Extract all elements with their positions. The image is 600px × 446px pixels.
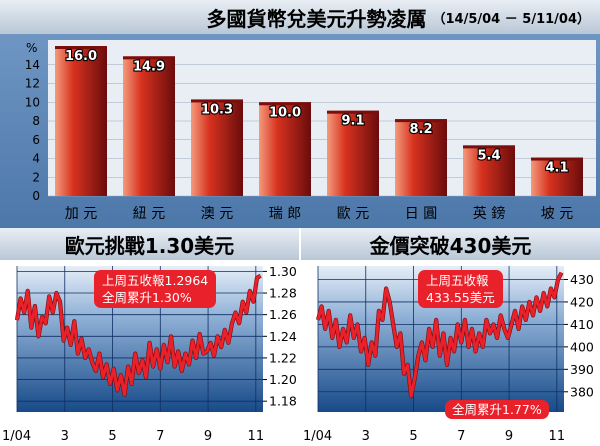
bar-category-label: 加 元	[65, 206, 97, 222]
gold-y-ticks: 380 390 400 410 420 430	[564, 272, 594, 399]
gold-x-tick-label: 3	[362, 429, 370, 444]
bar	[259, 102, 311, 196]
bar-chart: 0 2 4 6 8 10 12 14 % 16.0 14.9 10.3 10.0 9.1 8.2 5.4 4…	[0, 34, 600, 228]
bar-value-label: 9.1	[341, 114, 364, 129]
bar	[327, 110, 379, 196]
gold-annotation-week: 全周累升1.77%	[445, 400, 549, 419]
bar-top-edge	[327, 110, 379, 114]
bar-value-label: 4.1	[545, 161, 568, 176]
bar-value-label: 8.2	[409, 122, 432, 137]
euro-series-line	[15, 274, 262, 397]
bar-value-label: 5.4	[477, 148, 500, 163]
gold-x-tick-label: 5	[409, 429, 417, 444]
gold-x-tick-label: 7	[457, 429, 465, 444]
bar-group: 9.1	[327, 110, 379, 196]
bar-category-label: 紐 元	[133, 206, 165, 222]
euro-annotation: 上周五收報1.2964 全周累升1.30%	[94, 270, 217, 308]
bar-top-edge	[395, 119, 447, 123]
euro-y-tick-label: 1.26	[269, 307, 297, 322]
bar-value-label: 10.0	[269, 105, 301, 120]
bar-y-tick-label: 4	[32, 152, 40, 166]
gold-annotation: 上周五收報 433.55美元	[418, 270, 503, 308]
bar-category-label: 歐 元	[337, 206, 369, 222]
bar-top-edge	[463, 145, 515, 149]
euro-chart-title-bar: 歐元挑戰1.30美元	[0, 228, 299, 260]
bar-top-edge	[55, 46, 107, 49]
bar-value-label: 14.9	[133, 59, 165, 74]
euro-y-tick-label: 1.20	[269, 372, 297, 387]
euro-y-tick-label: 1.18	[269, 394, 297, 409]
euro-annotation-week: 全周累升1.30%	[102, 290, 192, 305]
bar-group: 4.1	[531, 157, 583, 196]
bar-y-tick-label: 8	[32, 114, 40, 128]
bar	[463, 145, 515, 196]
top-chart-title: 多國貨幣兌美元升勢凌厲	[206, 6, 427, 31]
euro-chart-title: 歐元挑戰1.30美元	[64, 233, 235, 258]
bar-group: 10.0	[259, 102, 311, 196]
euro-x-tick-label: 11	[248, 429, 265, 444]
bar-top-edge	[531, 157, 583, 161]
bar-y-tick-label: 0	[32, 189, 40, 203]
gold-chart-title: 金價突破430美元	[369, 233, 532, 258]
gold-y-tick-label: 390	[570, 362, 594, 377]
gold-x-tick-label: 9	[505, 429, 513, 444]
bar-y-tick-label: 6	[32, 133, 40, 147]
top-chart-period: （14/5/04 － 5/11/04）	[432, 11, 591, 27]
bar-series: 16.0 14.9 10.3 10.0 9.1 8.2 5.4 4.1	[55, 46, 583, 196]
euro-x-tick-label: 5	[108, 429, 116, 444]
bar	[531, 157, 583, 196]
bar-top-edge	[123, 56, 175, 60]
gold-y-tick-label: 430	[570, 272, 594, 287]
bar-value-label: 16.0	[65, 49, 97, 64]
bar-y-ticks: 0 2 4 6 8 10 12 14	[25, 58, 40, 203]
bar-y-tick-label: 12	[25, 77, 40, 91]
bar-category-label: 坡 元	[541, 206, 573, 222]
gold-x-tick-label: 1/04	[303, 429, 332, 444]
bar-group: 8.2	[395, 119, 447, 196]
euro-y-tick-label: 1.22	[269, 350, 297, 365]
bar-x-labels: 加 元紐 元澳 元瑞 郎歐 元日 圓英 鎊坡 元	[65, 205, 573, 222]
euro-y-ticks: 1.18 1.20 1.22 1.24 1.26 1.28 1.30	[263, 264, 297, 409]
bar-y-unit-label: %	[26, 41, 37, 55]
euro-line-chart: 1.18 1.20 1.22 1.24 1.26 1.28 1.30 1/04 3 5 7 9 11	[0, 260, 299, 446]
gold-chart-title-bar: 金價突破430美元	[301, 228, 600, 260]
bar-category-label: 澳 元	[201, 206, 233, 222]
bar	[395, 119, 447, 196]
euro-x-tick-label: 3	[61, 429, 69, 444]
gold-annotation-price: 433.55美元	[426, 290, 495, 305]
euro-y-tick-label: 1.28	[269, 286, 297, 301]
bar-category-label: 日 圓	[405, 206, 437, 222]
gold-annotation-close: 上周五收報	[426, 273, 489, 288]
gold-x-ticks: 1/04 3 5 7 9 11	[303, 429, 565, 444]
bar-category-label: 瑞 郎	[269, 206, 301, 222]
euro-x-ticks: 1/04 3 5 7 9 11	[2, 429, 264, 444]
gold-x-tick-label: 11	[549, 429, 566, 444]
euro-annotation-close: 上周五收報1.2964	[102, 273, 209, 288]
bar-group: 16.0	[55, 46, 107, 196]
bar-group: 5.4	[463, 145, 515, 196]
euro-x-tick-label: 1/04	[2, 429, 31, 444]
gold-y-tick-label: 420	[570, 294, 594, 309]
bar-group: 10.3	[191, 99, 243, 196]
bar-y-tick-label: 10	[25, 95, 40, 109]
bar-category-label: 英 鎊	[473, 205, 505, 222]
gold-y-tick-label: 400	[570, 339, 594, 354]
top-chart-title-bar: 多國貨幣兌美元升勢凌厲 （14/5/04 － 5/11/04）	[0, 0, 600, 34]
bar	[191, 99, 243, 196]
bar-y-tick-label: 2	[32, 170, 40, 184]
bar-top-edge	[191, 99, 243, 103]
euro-y-tick-label: 1.30	[269, 264, 297, 279]
bar	[55, 46, 107, 196]
gold-series-line	[316, 271, 563, 398]
bar-value-label: 10.3	[201, 102, 233, 117]
bar	[123, 56, 175, 196]
bar-top-edge	[259, 102, 311, 106]
gold-y-tick-label: 380	[570, 384, 594, 399]
euro-x-tick-label: 7	[156, 429, 164, 444]
euro-y-tick-label: 1.24	[269, 329, 297, 344]
bar-group: 14.9	[123, 56, 175, 196]
bar-y-tick-label: 14	[25, 58, 40, 72]
euro-x-tick-label: 9	[204, 429, 212, 444]
gold-y-tick-label: 410	[570, 317, 594, 332]
